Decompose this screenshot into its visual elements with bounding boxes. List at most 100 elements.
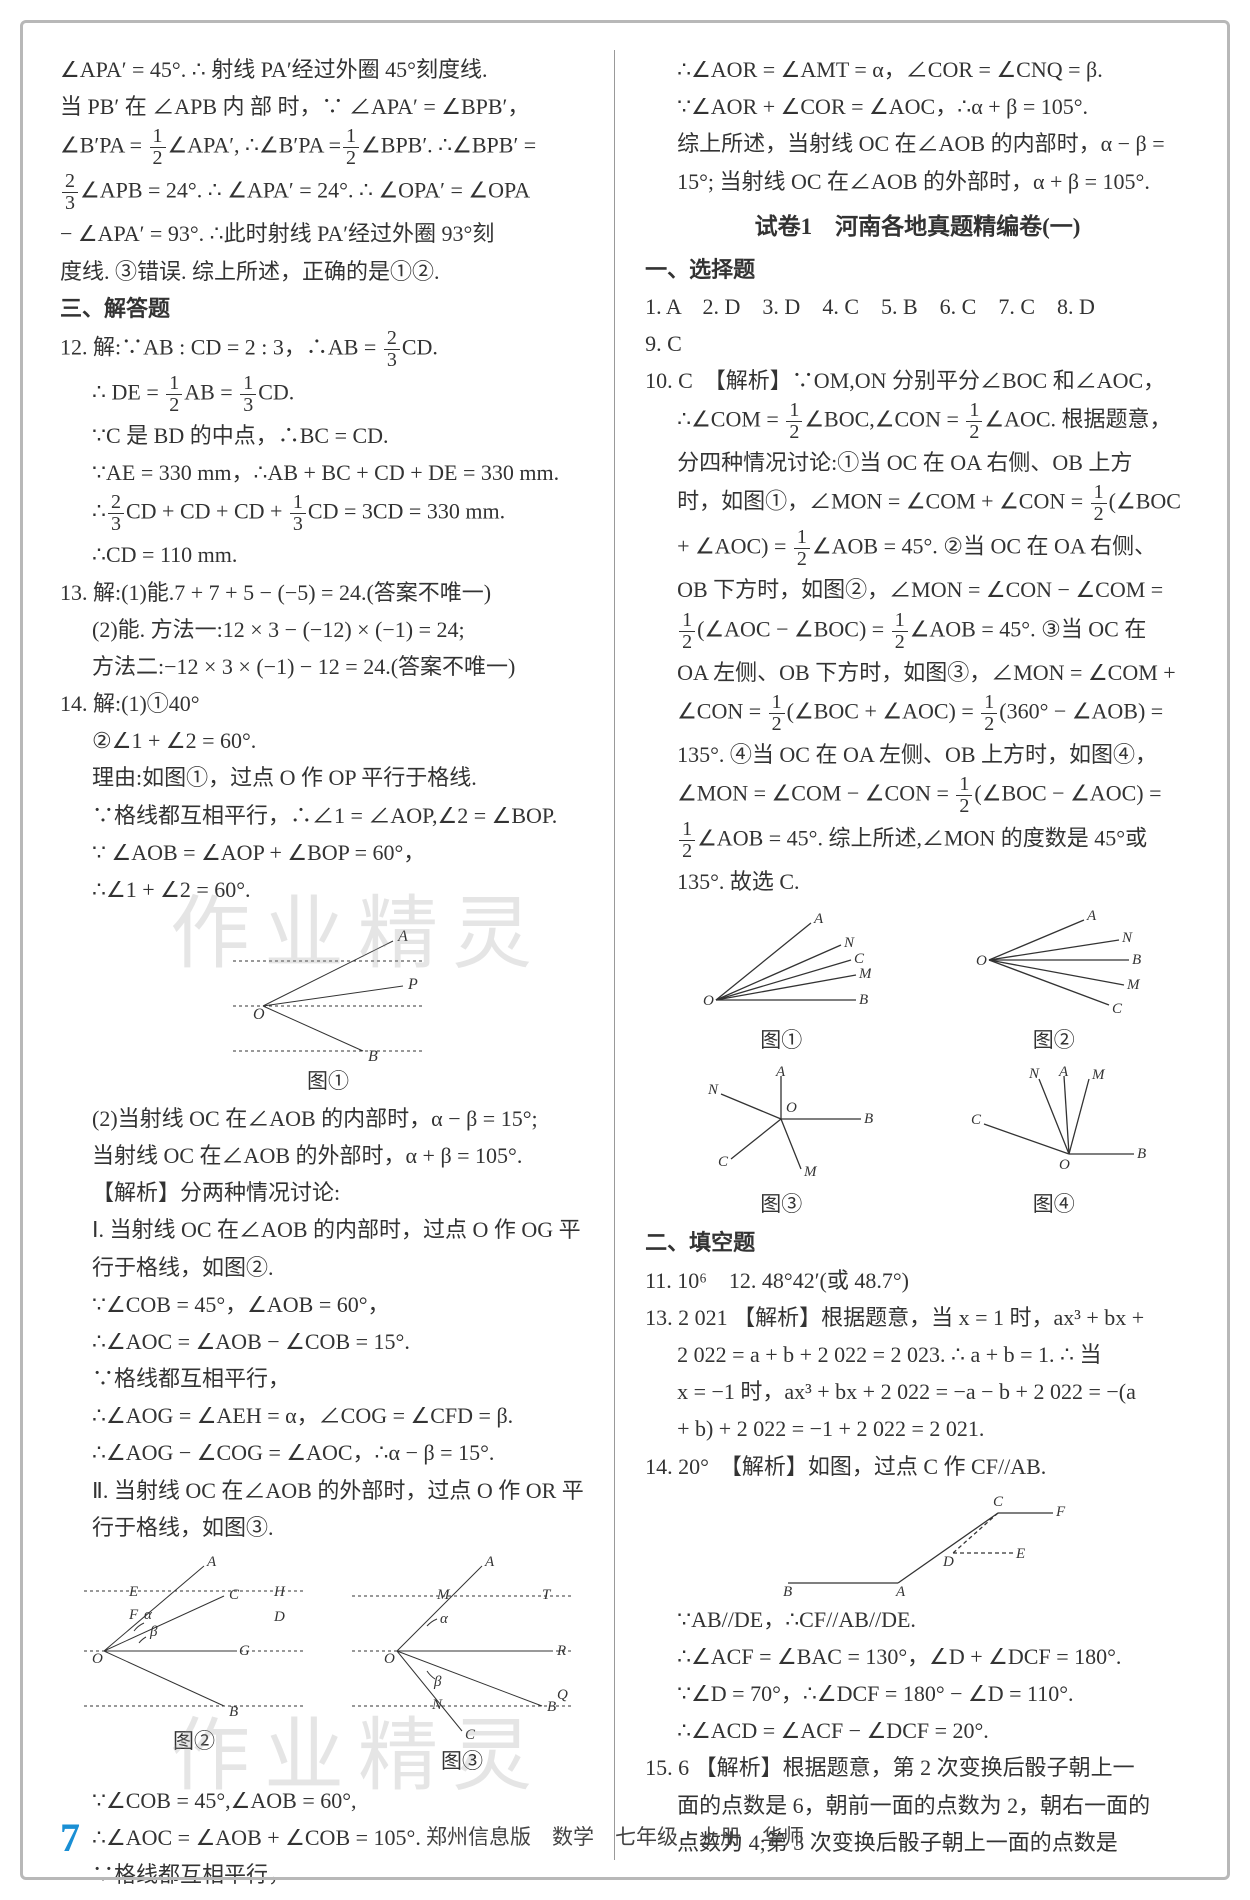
text: 理由:如图①，过点 O 作 OP 平行于格线. (60, 760, 596, 795)
section-heading: 二、填空题 (645, 1225, 1190, 1260)
text: 11. 10⁶ 12. 48°42′(或 48.7°) (645, 1263, 1190, 1298)
svg-text:C: C (718, 1154, 729, 1170)
text: ∵∠D = 70°，∴∠DCF = 180° − ∠D = 110°. (645, 1676, 1190, 1711)
text: 9. C (645, 326, 1190, 361)
text: ∴∠AOR = ∠AMT = α，∠COR = ∠CNQ = β. (645, 52, 1190, 87)
text: ∴ DE = 12AB = 13CD. (60, 373, 596, 416)
text: ∠B′PA = 12∠APA′, ∴∠B′PA =12∠BPB′. ∴∠BPB′… (60, 126, 596, 169)
text: ∴23CD + CD + CD + 13CD = 3CD = 330 mm. (60, 492, 596, 535)
svg-text:M: M (1126, 977, 1141, 993)
svg-text:T: T (542, 1587, 552, 1603)
text: 15. 6 【解析】根据题意，第 2 次变换后骰子朝上一 (645, 1750, 1190, 1785)
text: 2 022 = a + b + 2 022 = 2 023. ∴ a + b =… (645, 1337, 1190, 1372)
svg-text:O: O (384, 1651, 395, 1667)
text: 13. 2 021 【解析】根据题意，当 x = 1 时，ax³ + bx + (645, 1300, 1190, 1335)
figure-caption: 图④ (959, 1188, 1149, 1222)
svg-text:A: A (206, 1554, 217, 1570)
svg-text:D: D (942, 1554, 954, 1570)
figure-2: O A C G B EH FD αβ (74, 1551, 314, 1721)
svg-text:B: B (1132, 952, 1141, 968)
text: ∴∠ACF = ∠BAC = 130°，∠D + ∠DCF = 180°. (645, 1639, 1190, 1674)
svg-text:β: β (149, 1624, 158, 1640)
text: 12∠AOB = 45°. 综上所述,∠MON 的度数是 45°或 (645, 819, 1190, 862)
right-column: ∴∠AOR = ∠AMT = α，∠COR = ∠CNQ = β. ∵∠AOR … (635, 50, 1190, 1860)
svg-text:O: O (92, 1651, 103, 1667)
text: 行于格线，如图③. (60, 1510, 596, 1545)
text: 135°. 故选 C. (645, 864, 1190, 899)
svg-text:H: H (273, 1584, 286, 1600)
svg-text:B: B (368, 1048, 378, 1061)
text: 时，如图①，∠MON = ∠COM + ∠CON = 12(∠BOC (645, 482, 1190, 525)
svg-text:F: F (128, 1607, 139, 1623)
svg-text:N: N (707, 1082, 719, 1098)
footer: 7 郑州信息版 数学 七年级 上册 华师 (60, 1806, 1190, 1870)
figure-row: OANCMB 图① OANBMC 图② (645, 901, 1190, 1060)
text: 方法二:−12 × 3 × (−1) − 12 = 24.(答案不唯一) (60, 649, 596, 684)
svg-text:C: C (993, 1494, 1004, 1510)
text: ∠APA′ = 45°. ∴ 射线 PA′经过外圈 45°刻度线. (60, 52, 596, 87)
text: ∴CD = 110 mm. (60, 537, 596, 572)
text: ∵∠AOR + ∠COR = ∠AOC，∴α + β = 105°. (645, 89, 1190, 124)
figure-row: O A C G B EH FD αβ 图② O A R B C MT NQ αβ… (60, 1547, 596, 1781)
figure-caption: 图② (74, 1725, 314, 1759)
svg-text:D: D (273, 1609, 285, 1625)
text: 行于格线，如图②. (60, 1250, 596, 1285)
text: 当 PB′ 在 ∠APB 内 部 时，∵ ∠APA′ = ∠BPB′， (60, 89, 596, 124)
section-heading: 三、解答题 (60, 291, 596, 326)
svg-text:C: C (854, 951, 865, 967)
svg-text:O: O (976, 953, 987, 969)
svg-text:P: P (407, 976, 418, 993)
svg-text:C: C (465, 1727, 476, 1741)
svg-text:O: O (1059, 1157, 1070, 1173)
svg-text:A: A (775, 1064, 786, 1080)
text: 【解析】分两种情况讨论: (60, 1175, 596, 1210)
text: ∴∠AOG = ∠AEH = α，∠COG = ∠CFD = β. (60, 1398, 596, 1433)
content-columns: ∠APA′ = 45°. ∴ 射线 PA′经过外圈 45°刻度线. 当 PB′ … (60, 50, 1190, 1860)
svg-text:C: C (971, 1112, 982, 1128)
text: 14. 解:(1)①40° (60, 686, 596, 721)
text: Ⅰ. 当射线 OC 在∠AOB 的内部时，过点 O 作 OG 平 (60, 1212, 596, 1247)
svg-text:E: E (1015, 1546, 1025, 1562)
left-column: ∠APA′ = 45°. ∴ 射线 PA′经过外圈 45°刻度线. 当 PB′ … (60, 50, 615, 1860)
svg-text:B: B (547, 1699, 556, 1715)
text: ∴∠AOG − ∠COG = ∠AOC，∴α − β = 15°. (60, 1435, 596, 1470)
svg-text:Q: Q (557, 1687, 568, 1703)
figure-caption: 图① (691, 1024, 871, 1058)
text: 135°. ④当 OC 在 OA 左侧、OB 上方时，如图④， (645, 737, 1190, 772)
figure-q14: BA CF DE (768, 1488, 1068, 1598)
svg-text:N: N (1121, 930, 1133, 946)
svg-text:G: G (239, 1643, 250, 1659)
text: ∴∠COM = 12∠BOC,∠CON = 12∠AOC. 根据题意， (645, 400, 1190, 443)
text: 13. 解:(1)能.7 + 7 + 5 − (−5) = 24.(答案不唯一) (60, 575, 596, 610)
text: OB 下方时，如图②，∠MON = ∠CON − ∠COM = (645, 572, 1190, 607)
svg-text:R: R (556, 1643, 566, 1659)
svg-text:E: E (128, 1584, 138, 1600)
text: ∵格线都互相平行，∴∠1 = ∠AOP,∠2 = ∠BOP. (60, 798, 596, 833)
figure-caption: 图③ (342, 1745, 582, 1779)
text: 12(∠AOC − ∠BOC) = 12∠AOB = 45°. ③当 OC 在 (645, 610, 1190, 653)
svg-text:β: β (433, 1674, 442, 1690)
paper-title: 试卷1 河南各地真题精编卷(一) (645, 209, 1190, 246)
figure-r4: ONAMCB (959, 1064, 1149, 1184)
svg-text:M: M (858, 966, 871, 982)
svg-text:B: B (229, 1704, 238, 1720)
text: 12. 解:∵AB : CD = 2 : 3，∴AB = 23CD. (60, 328, 596, 371)
svg-text:A: A (895, 1584, 906, 1598)
svg-text:B: B (783, 1584, 792, 1598)
svg-text:M: M (1091, 1067, 1106, 1083)
page-number: 7 (60, 1806, 80, 1870)
figure-caption: 图① (60, 1065, 596, 1099)
text: ②∠1 + ∠2 = 60°. (60, 723, 596, 758)
figure-caption: 图③ (686, 1188, 876, 1222)
figure-r2: OANBMC (964, 905, 1144, 1020)
text: 23∠APB = 24°. ∴ ∠APA′ = 24°. ∴ ∠OPA′ = ∠… (60, 171, 596, 214)
svg-text:O: O (786, 1100, 797, 1116)
svg-text:N: N (431, 1697, 443, 1713)
text: (2)能. 方法一:12 × 3 − (−12) × (−1) = 24; (60, 612, 596, 647)
figure-row: OANBCM 图③ ONAMCB 图④ (645, 1060, 1190, 1224)
text: 当射线 OC 在∠AOB 的外部时，α + β = 105°. (60, 1138, 596, 1173)
svg-text:O: O (253, 1006, 265, 1023)
text: ∴∠1 + ∠2 = 60°. (60, 872, 596, 907)
svg-text:A: A (1086, 908, 1097, 924)
svg-text:α: α (440, 1611, 449, 1627)
